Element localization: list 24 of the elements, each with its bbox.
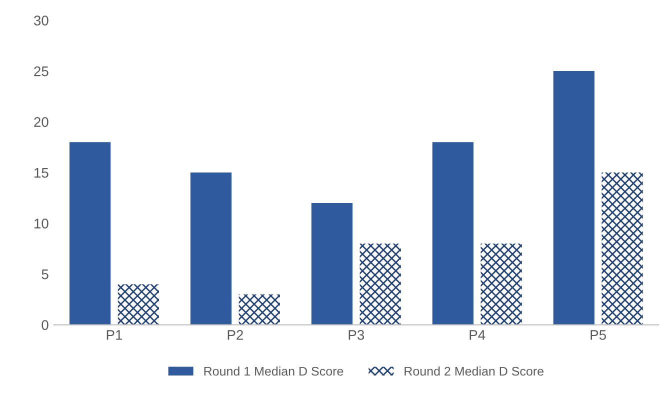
- bar: [602, 172, 643, 325]
- bar: [238, 294, 280, 325]
- y-tick-label: 5: [42, 270, 48, 280]
- x-tick-label: P1: [106, 330, 122, 340]
- y-tick-label: 25: [34, 66, 48, 76]
- bar: [432, 142, 474, 325]
- bar: [190, 172, 232, 325]
- y-tick-label: 0: [42, 320, 48, 330]
- y-tick-label: 20: [34, 117, 48, 127]
- x-tick-label: P3: [348, 330, 364, 340]
- legend-label: Round 2 Median D Score: [404, 366, 544, 376]
- y-tick-label: 10: [34, 218, 48, 228]
- bar: [69, 142, 111, 325]
- bar: [553, 71, 594, 325]
- bar: [311, 203, 353, 325]
- y-tick-label: 15: [34, 168, 48, 178]
- bar: [360, 244, 401, 325]
- y-tick-label: 30: [34, 16, 48, 26]
- x-tick-label: P5: [590, 330, 606, 340]
- x-tick-label: P2: [228, 330, 243, 340]
- bar: [118, 284, 159, 325]
- legend-label: Round 1 Median D Score: [204, 366, 344, 376]
- x-tick-label: P4: [470, 330, 486, 340]
- bar: [480, 244, 522, 325]
